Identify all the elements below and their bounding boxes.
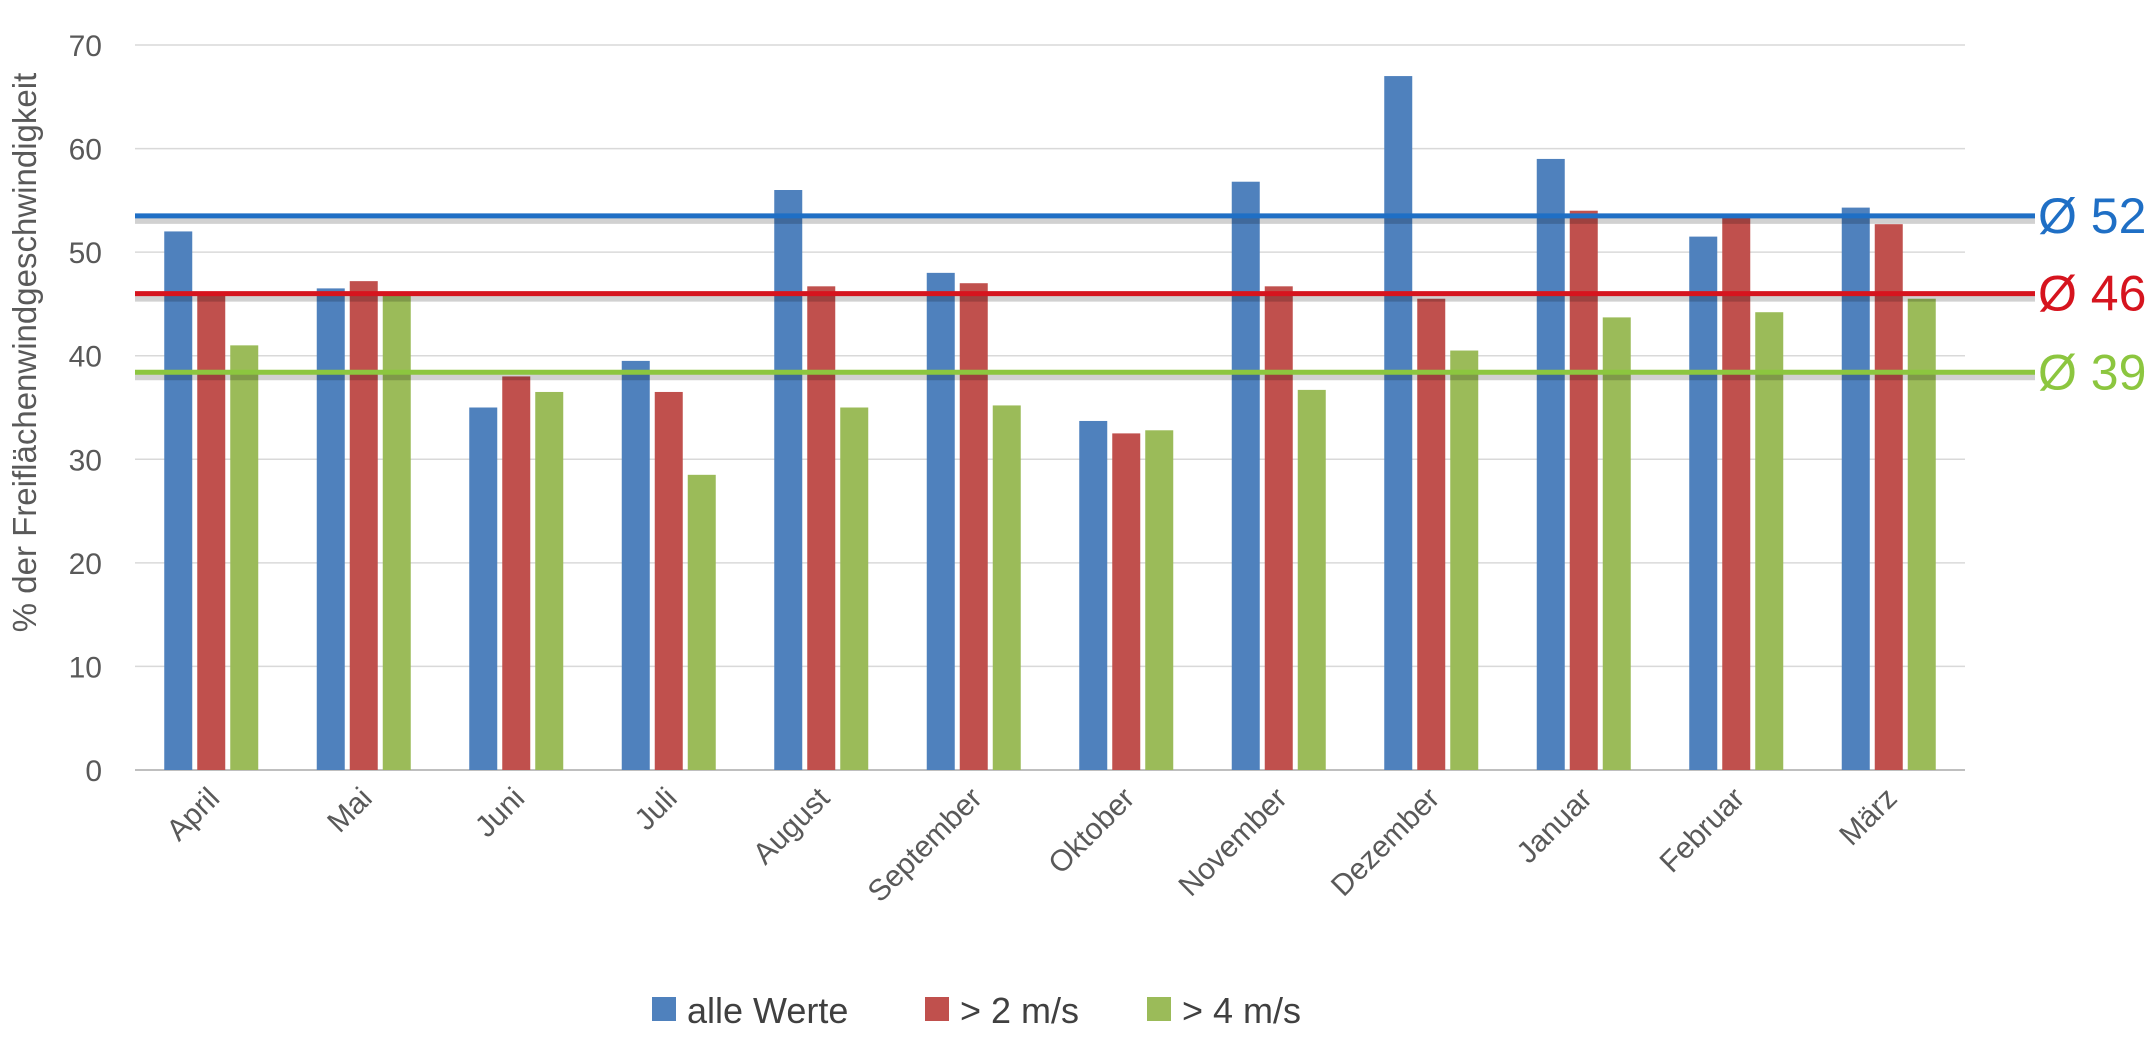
bar--2-m-s-september [959, 283, 988, 770]
bar--4-m-s-februar [1755, 312, 1784, 770]
average-label: Ø 46 [2038, 266, 2146, 322]
x-tick-label: September [862, 782, 989, 909]
bar-alle-werte-mai [316, 288, 345, 770]
bar--2-m-s-märz [1874, 224, 1903, 770]
x-tick-label: Februar [1654, 782, 1752, 880]
bar--4-m-s-april [230, 345, 259, 770]
x-tick-label: Juni [469, 782, 531, 844]
legend: alle Werte > 2 m/s > 4 m/s [652, 990, 1301, 1031]
bar--2-m-s-oktober [1112, 433, 1141, 770]
bar--4-m-s-märz [1907, 298, 1936, 770]
bar-alle-werte-november [1231, 181, 1260, 770]
average-label: Ø 52 [2038, 188, 2146, 244]
bar--2-m-s-dezember [1417, 298, 1446, 770]
bar--2-m-s-juli [654, 391, 683, 770]
x-tick-label: August [747, 781, 837, 871]
bar--2-m-s-august [807, 286, 836, 770]
bar-alle-werte-august [774, 190, 803, 770]
bar--2-m-s-februar [1722, 215, 1751, 771]
bar--4-m-s-oktober [1145, 430, 1174, 770]
y-tick-label: 10 [69, 651, 102, 684]
gridlines [135, 44, 1965, 771]
legend-label: > 4 m/s [1182, 990, 1301, 1031]
x-tick-label: Juli [629, 782, 684, 837]
bar-alle-werte-juli [621, 360, 650, 770]
y-axis-ticks: 0 10 20 30 40 50 60 70 [69, 30, 102, 788]
bar--4-m-s-november [1297, 389, 1326, 770]
bar--4-m-s-august [840, 407, 869, 770]
bar--4-m-s-september [992, 405, 1021, 770]
y-tick-label: 20 [69, 548, 102, 581]
bar--4-m-s-januar [1602, 317, 1631, 770]
bar--2-m-s-mai [349, 281, 378, 770]
x-tick-label: Dezember [1325, 782, 1446, 903]
x-tick-label: Oktober [1042, 782, 1141, 881]
bar--4-m-s-dezember [1450, 350, 1479, 770]
bar--2-m-s-november [1264, 286, 1293, 770]
y-tick-label: 60 [69, 134, 102, 167]
legend-swatch [652, 997, 676, 1021]
y-tick-label: 0 [85, 755, 102, 788]
x-tick-label: Januar [1510, 782, 1598, 870]
x-tick-label: April [160, 782, 226, 848]
bar-alle-werte-april [164, 231, 193, 770]
bar-alle-werte-märz [1841, 207, 1870, 770]
legend-swatch [1147, 997, 1171, 1021]
bar-alle-werte-dezember [1384, 76, 1413, 771]
bar-alle-werte-oktober [1079, 420, 1108, 770]
bar-alle-werte-september [926, 272, 955, 770]
bar--4-m-s-juni [535, 391, 564, 770]
x-tick-label: Mai [321, 782, 379, 840]
bar--4-m-s-juli [687, 474, 716, 770]
y-tick-label: 70 [69, 30, 102, 63]
x-tick-label: März [1833, 782, 1903, 852]
y-tick-label: 30 [69, 444, 102, 477]
bar-alle-werte-februar [1689, 236, 1718, 770]
bar-alle-werte-januar [1536, 158, 1565, 770]
y-axis-label: % der Freiflächenwindgeschwindigkeit [6, 73, 43, 632]
y-tick-label: 50 [69, 237, 102, 270]
bar--4-m-s-mai [382, 293, 411, 770]
average-label: Ø 39 [2038, 344, 2146, 400]
bar-alle-werte-juni [469, 407, 498, 770]
legend-label: alle Werte [687, 990, 848, 1031]
bar--2-m-s-januar [1569, 210, 1598, 770]
legend-label: > 2 m/s [960, 990, 1079, 1031]
bar--2-m-s-april [197, 293, 226, 770]
average-lines: Ø 52 Ø 46 Ø 39 [135, 188, 2146, 400]
x-tick-label: November [1173, 782, 1294, 903]
x-axis-ticks: April Mai Juni Juli August September Oktober No… [160, 781, 1903, 909]
bar--2-m-s-juni [502, 376, 531, 770]
y-tick-label: 40 [69, 341, 102, 374]
legend-swatch [925, 997, 949, 1021]
